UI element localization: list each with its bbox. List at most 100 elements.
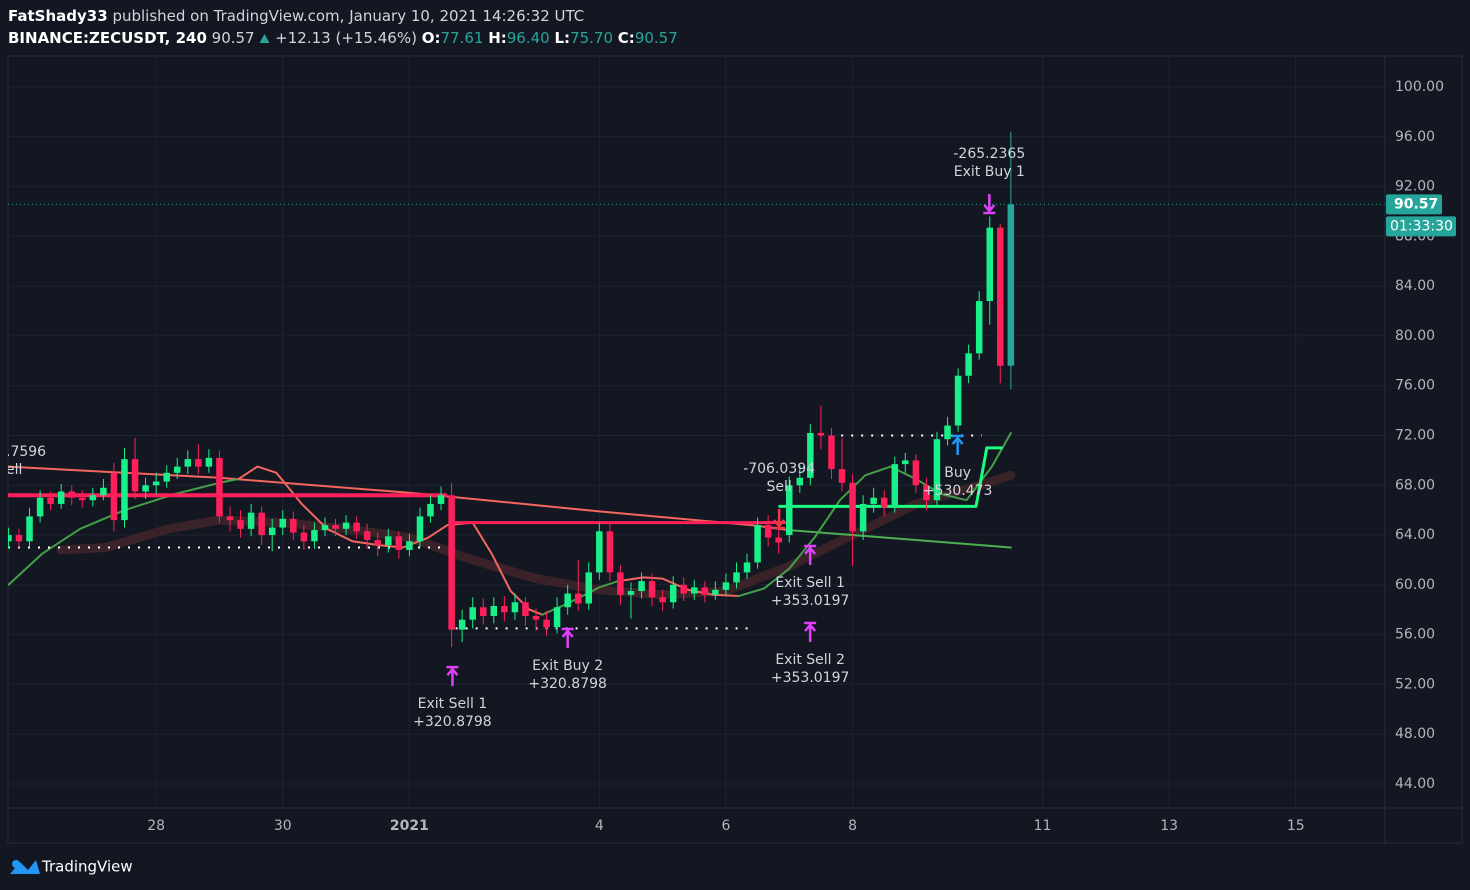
y-tick-label: 84.00 bbox=[1395, 278, 1435, 294]
candle-body bbox=[585, 572, 592, 604]
candle-body bbox=[817, 432, 825, 436]
candle-body bbox=[764, 525, 772, 538]
chart-panel bbox=[7, 55, 1463, 844]
candle-body bbox=[743, 562, 751, 573]
candle-body bbox=[659, 597, 666, 603]
candle-body bbox=[437, 495, 445, 504]
candle-body bbox=[89, 495, 97, 501]
candle-body bbox=[511, 602, 519, 613]
countdown-box bbox=[1386, 216, 1456, 237]
signal-label: +320.8798 bbox=[413, 714, 492, 730]
y-tick-label: 92.00 bbox=[1395, 179, 1435, 195]
signal-arrow bbox=[804, 544, 817, 565]
candle-body bbox=[247, 512, 255, 529]
candle-body bbox=[870, 497, 877, 504]
candle-body bbox=[807, 432, 814, 478]
signal-label: -706.0394 bbox=[743, 461, 815, 477]
candle-body bbox=[638, 581, 645, 592]
y-tick-label: 64.00 bbox=[1395, 527, 1435, 543]
candle-body bbox=[237, 520, 244, 529]
candle-body bbox=[131, 459, 139, 492]
signal-label: +353.0197 bbox=[771, 593, 850, 609]
candle-body bbox=[395, 536, 403, 550]
candle-body bbox=[965, 353, 972, 376]
signal-arrow bbox=[983, 193, 996, 215]
candle-body bbox=[796, 477, 804, 486]
grid bbox=[8, 57, 1385, 808]
signal-label: Buy bbox=[944, 465, 971, 481]
candle-body bbox=[669, 584, 677, 603]
candle-body bbox=[680, 584, 687, 594]
candle-body bbox=[110, 472, 118, 521]
candle-body bbox=[1007, 204, 1015, 366]
clipped-label: .7596 bbox=[6, 444, 46, 460]
candle-body bbox=[163, 472, 170, 482]
last-price-box bbox=[1386, 194, 1442, 215]
candle-body bbox=[501, 605, 508, 613]
published: published on TradingView.com, January 10… bbox=[112, 7, 585, 25]
candle-body bbox=[385, 536, 392, 546]
countdown-label: 01:33:30 bbox=[1390, 218, 1453, 234]
y-tick-label: 100.00 bbox=[1395, 79, 1444, 95]
candle-body bbox=[480, 607, 487, 616]
candle-body bbox=[363, 531, 371, 541]
candle-body bbox=[448, 495, 455, 630]
candle-body bbox=[300, 532, 308, 542]
brand[interactable]: TradingView bbox=[41, 858, 133, 876]
symbol[interactable]: BINANCE:ZECUSDT, 240 bbox=[8, 29, 207, 47]
overlay-line bbox=[617, 576, 740, 598]
y-tick-label: 44.00 bbox=[1395, 776, 1435, 792]
signal-label: Exit Sell 2 bbox=[775, 652, 845, 668]
candle-body bbox=[79, 497, 86, 501]
author[interactable]: FatShady33 bbox=[8, 7, 108, 25]
x-tick-label: 13 bbox=[1160, 818, 1178, 834]
candle-body bbox=[26, 516, 33, 542]
x-tick-label: 15 bbox=[1287, 818, 1305, 834]
open-value: 77.61 bbox=[440, 29, 484, 47]
y-tick-label: 80.00 bbox=[1395, 328, 1435, 344]
candle-body bbox=[490, 605, 498, 616]
high-label: H: bbox=[488, 29, 507, 47]
candle-body bbox=[648, 581, 656, 598]
change: +12.13 bbox=[275, 29, 331, 47]
candle-body bbox=[754, 525, 761, 563]
candle-body bbox=[100, 487, 107, 496]
candle-body bbox=[902, 460, 909, 465]
candle-body bbox=[923, 485, 930, 501]
candle-body bbox=[828, 435, 835, 470]
candle-body bbox=[216, 457, 223, 517]
signal-label: +320.8798 bbox=[528, 676, 607, 692]
overlay-line bbox=[56, 470, 1016, 600]
candle-body bbox=[838, 469, 846, 483]
header-line-2: BINANCE:ZECUSDT, 240 90.57 +12.13 (+15.4… bbox=[8, 27, 678, 49]
signal-label: -265.2365 bbox=[953, 146, 1025, 162]
last-price: 90.57 bbox=[211, 29, 255, 47]
candle-body bbox=[891, 464, 899, 508]
candle-body bbox=[954, 375, 962, 426]
signal-label: Exit Buy 1 bbox=[954, 164, 1025, 180]
y-tick-label: 60.00 bbox=[1395, 577, 1435, 593]
candle-body bbox=[8, 535, 12, 542]
candle-body bbox=[321, 525, 329, 531]
footer-logo[interactable]: TradingView bbox=[10, 858, 133, 876]
clipped-label: ell bbox=[6, 462, 22, 478]
overlay-line bbox=[788, 529, 1012, 549]
candle-body bbox=[258, 512, 265, 536]
candle-body bbox=[532, 615, 540, 620]
overlay-line bbox=[737, 431, 1012, 598]
signal-label: Sell bbox=[766, 479, 791, 495]
candle-body bbox=[691, 587, 698, 594]
x-tick-label: 8 bbox=[848, 818, 857, 834]
candle-body bbox=[36, 497, 44, 517]
candle-body bbox=[226, 516, 234, 521]
signal-arrow bbox=[773, 509, 786, 530]
candle-body bbox=[290, 518, 297, 533]
overlay-line bbox=[778, 446, 1003, 508]
candle-body bbox=[68, 491, 76, 498]
change-pct: (+15.46%) bbox=[335, 29, 417, 47]
candle-body bbox=[775, 537, 782, 543]
candle-body bbox=[121, 459, 128, 521]
candle-body bbox=[733, 572, 740, 583]
candle-body bbox=[975, 301, 983, 354]
